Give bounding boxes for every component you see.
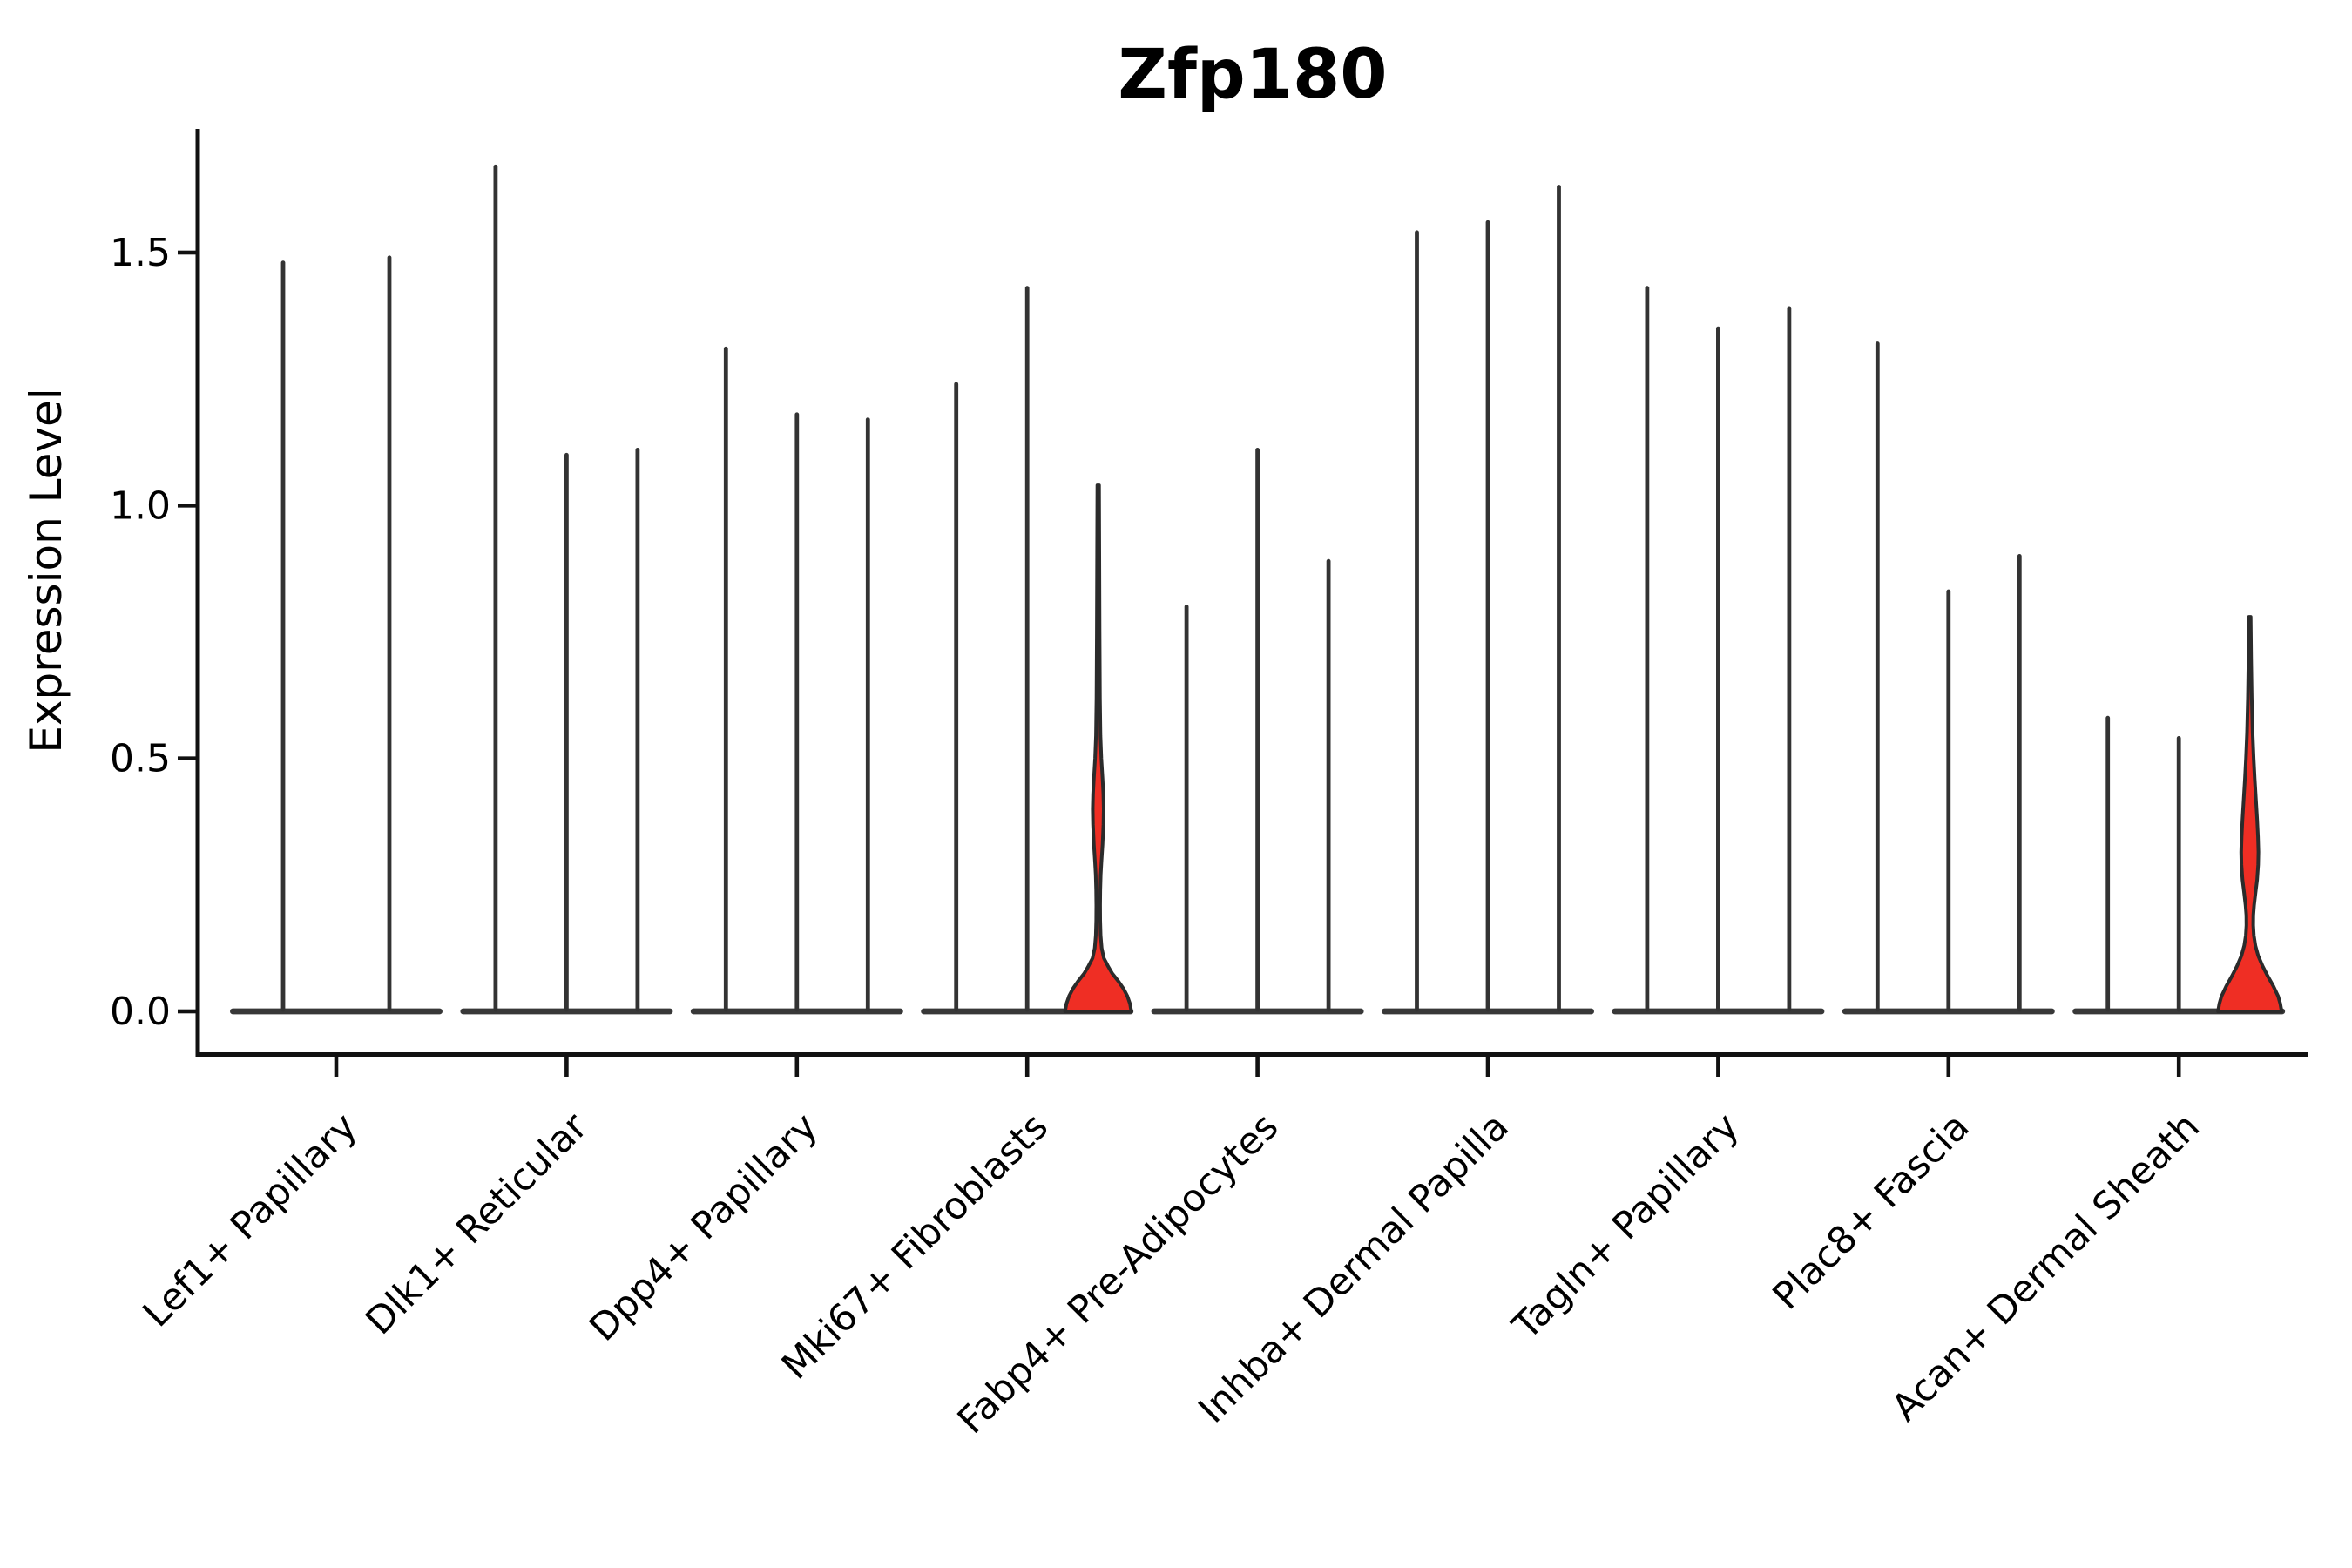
x-tick-label: Plac8+ Fascia (1765, 1105, 1978, 1318)
y-tick (178, 756, 196, 760)
y-tick-label: 0.5 (110, 737, 171, 781)
x-tick (1946, 1057, 1951, 1077)
x-tick (1485, 1057, 1490, 1077)
x-tick (1716, 1057, 1720, 1077)
y-tick (178, 1009, 196, 1014)
x-tick-label: Mki67+ Fibroblasts (774, 1105, 1057, 1388)
y-tick-label: 1.5 (110, 231, 171, 275)
violin-spike-layer (280, 164, 2181, 1012)
y-axis-label: Expression Level (21, 388, 71, 753)
y-axis-spine (195, 129, 200, 1057)
violin-base (230, 1008, 443, 1015)
y-tick-layer: 0.0 0.5 1.0 1.5 (110, 231, 196, 1034)
violin-filled-layer (1063, 483, 2284, 1013)
x-tick (564, 1057, 569, 1077)
y-tick (178, 250, 196, 255)
violin-filled (1063, 483, 1133, 1013)
x-tick (2176, 1057, 2181, 1077)
x-tick-label: Dlk1+ Reticular (357, 1105, 596, 1343)
y-tick-label: 0.0 (110, 990, 171, 1034)
x-tick (1255, 1057, 1260, 1077)
x-tick (334, 1057, 339, 1077)
y-tick-label: 1.0 (110, 483, 171, 528)
chart-title: Zfp180 (1118, 36, 1387, 114)
x-tick (794, 1057, 800, 1077)
x-tick-label: Lef1+ Papillary (135, 1105, 366, 1335)
x-tick (1024, 1057, 1030, 1077)
y-tick (178, 504, 196, 508)
x-tick-label: Tagln+ Papillary (1504, 1105, 1747, 1348)
x-axis-spine (195, 1052, 2308, 1057)
violin-filled (2216, 615, 2284, 1013)
x-tick-label: Dpp4+ Papillary (581, 1105, 826, 1349)
